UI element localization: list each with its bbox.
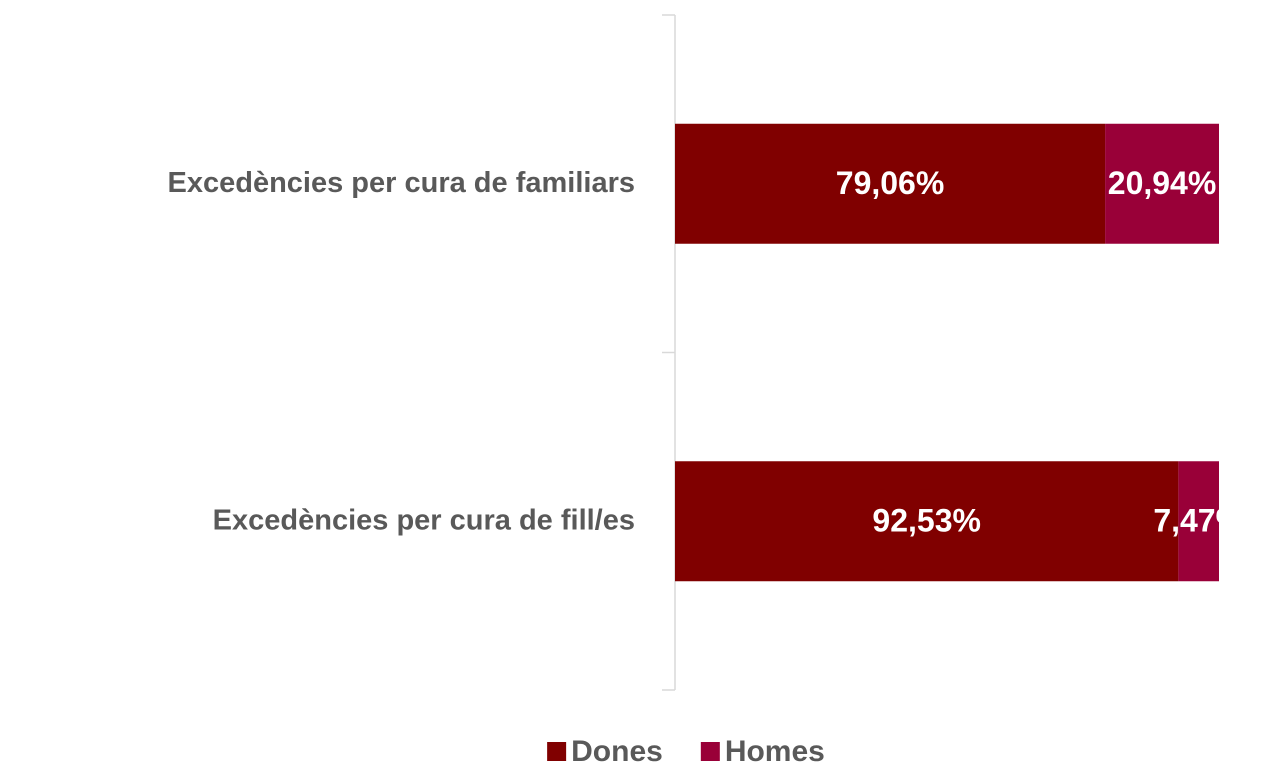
legend-swatch [547,742,567,761]
legend-swatch [700,742,720,761]
legend-label: Dones [571,735,663,768]
bar-segment [675,123,1106,244]
legend-label: Homes [725,735,825,768]
legend-item: Dones [547,735,663,768]
legend-item: Homes [700,735,825,768]
value-label: 20,94% [1108,165,1217,201]
category-label: Excedències per cura de fill/es [213,504,635,536]
bar-segment [1105,123,1219,244]
category-label: Excedències per cura de familiars [168,166,635,198]
bar-segment [675,461,1179,582]
value-label: 7,47% [1153,503,1244,539]
bar-segment [1178,461,1219,582]
value-label: 79,06% [836,165,945,201]
value-label: 92,53% [872,503,981,539]
